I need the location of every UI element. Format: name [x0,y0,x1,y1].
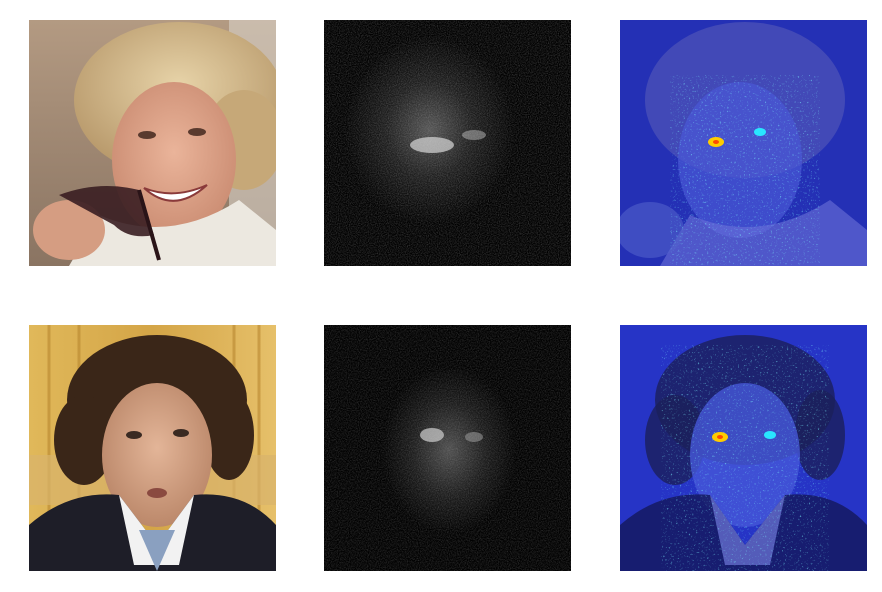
row2-original-photo [29,325,276,571]
row1-heatmap-overlay [620,20,867,266]
heatmap-overlay [620,325,867,571]
heatmap-overlay [620,20,867,266]
grayscale-saliency-map [324,20,571,266]
portrait-photo-woman [29,20,276,266]
portrait-photo-man [29,325,276,571]
row2-saliency-map [324,325,571,571]
row2-heatmap-overlay [620,325,867,571]
row1-original-photo [29,20,276,266]
row1-saliency-map [324,20,571,266]
grayscale-saliency-map [324,325,571,571]
